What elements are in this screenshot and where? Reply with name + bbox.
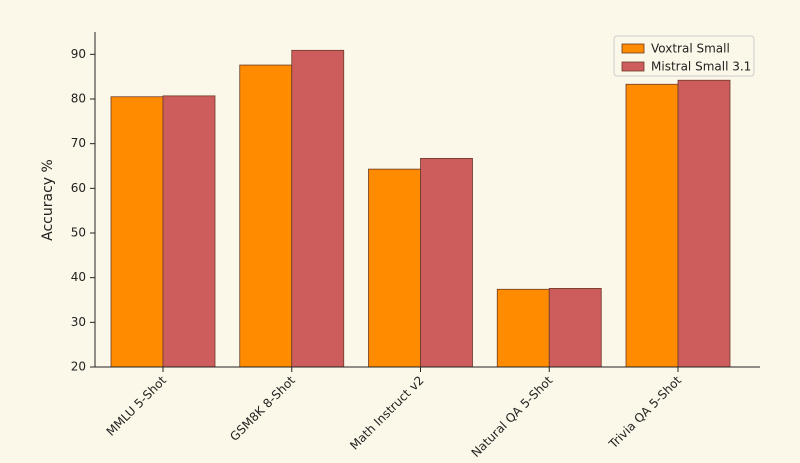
bar <box>625 83 679 368</box>
legend-swatch <box>621 61 645 72</box>
bar <box>110 96 164 368</box>
bar <box>368 168 421 368</box>
legend-swatch <box>621 43 645 54</box>
bar <box>239 64 293 368</box>
x-tick-label: GSM8K 8-Shot <box>227 373 298 444</box>
bar <box>677 79 731 368</box>
y-tick-label: 60 <box>71 181 86 195</box>
y-axis-label: Accuracy % <box>40 159 56 241</box>
bar <box>548 287 602 368</box>
x-tick-label: MMLU 5-Shot <box>104 373 170 439</box>
y-tick-label: 50 <box>71 226 86 240</box>
bar <box>162 95 216 368</box>
bar <box>420 158 473 368</box>
x-tick-label: Math Instruct v2 <box>347 373 426 452</box>
legend-label: Voxtral Small <box>651 42 730 56</box>
legend-label: Mistral Small 3.1 <box>651 60 751 74</box>
bar <box>496 288 550 368</box>
y-tick-label: 70 <box>71 136 86 150</box>
y-tick-label: 80 <box>71 92 86 106</box>
y-tick-label: 30 <box>71 315 86 329</box>
y-tick-label: 90 <box>71 47 86 61</box>
y-tick-label: 40 <box>71 270 86 284</box>
bar <box>291 49 345 368</box>
x-tick-label: Natural QA 5-Shot <box>469 373 556 460</box>
legend-box <box>613 35 755 77</box>
x-tick-label: Trivia QA 5-Shot <box>606 373 685 452</box>
y-tick-label: 20 <box>71 360 86 374</box>
